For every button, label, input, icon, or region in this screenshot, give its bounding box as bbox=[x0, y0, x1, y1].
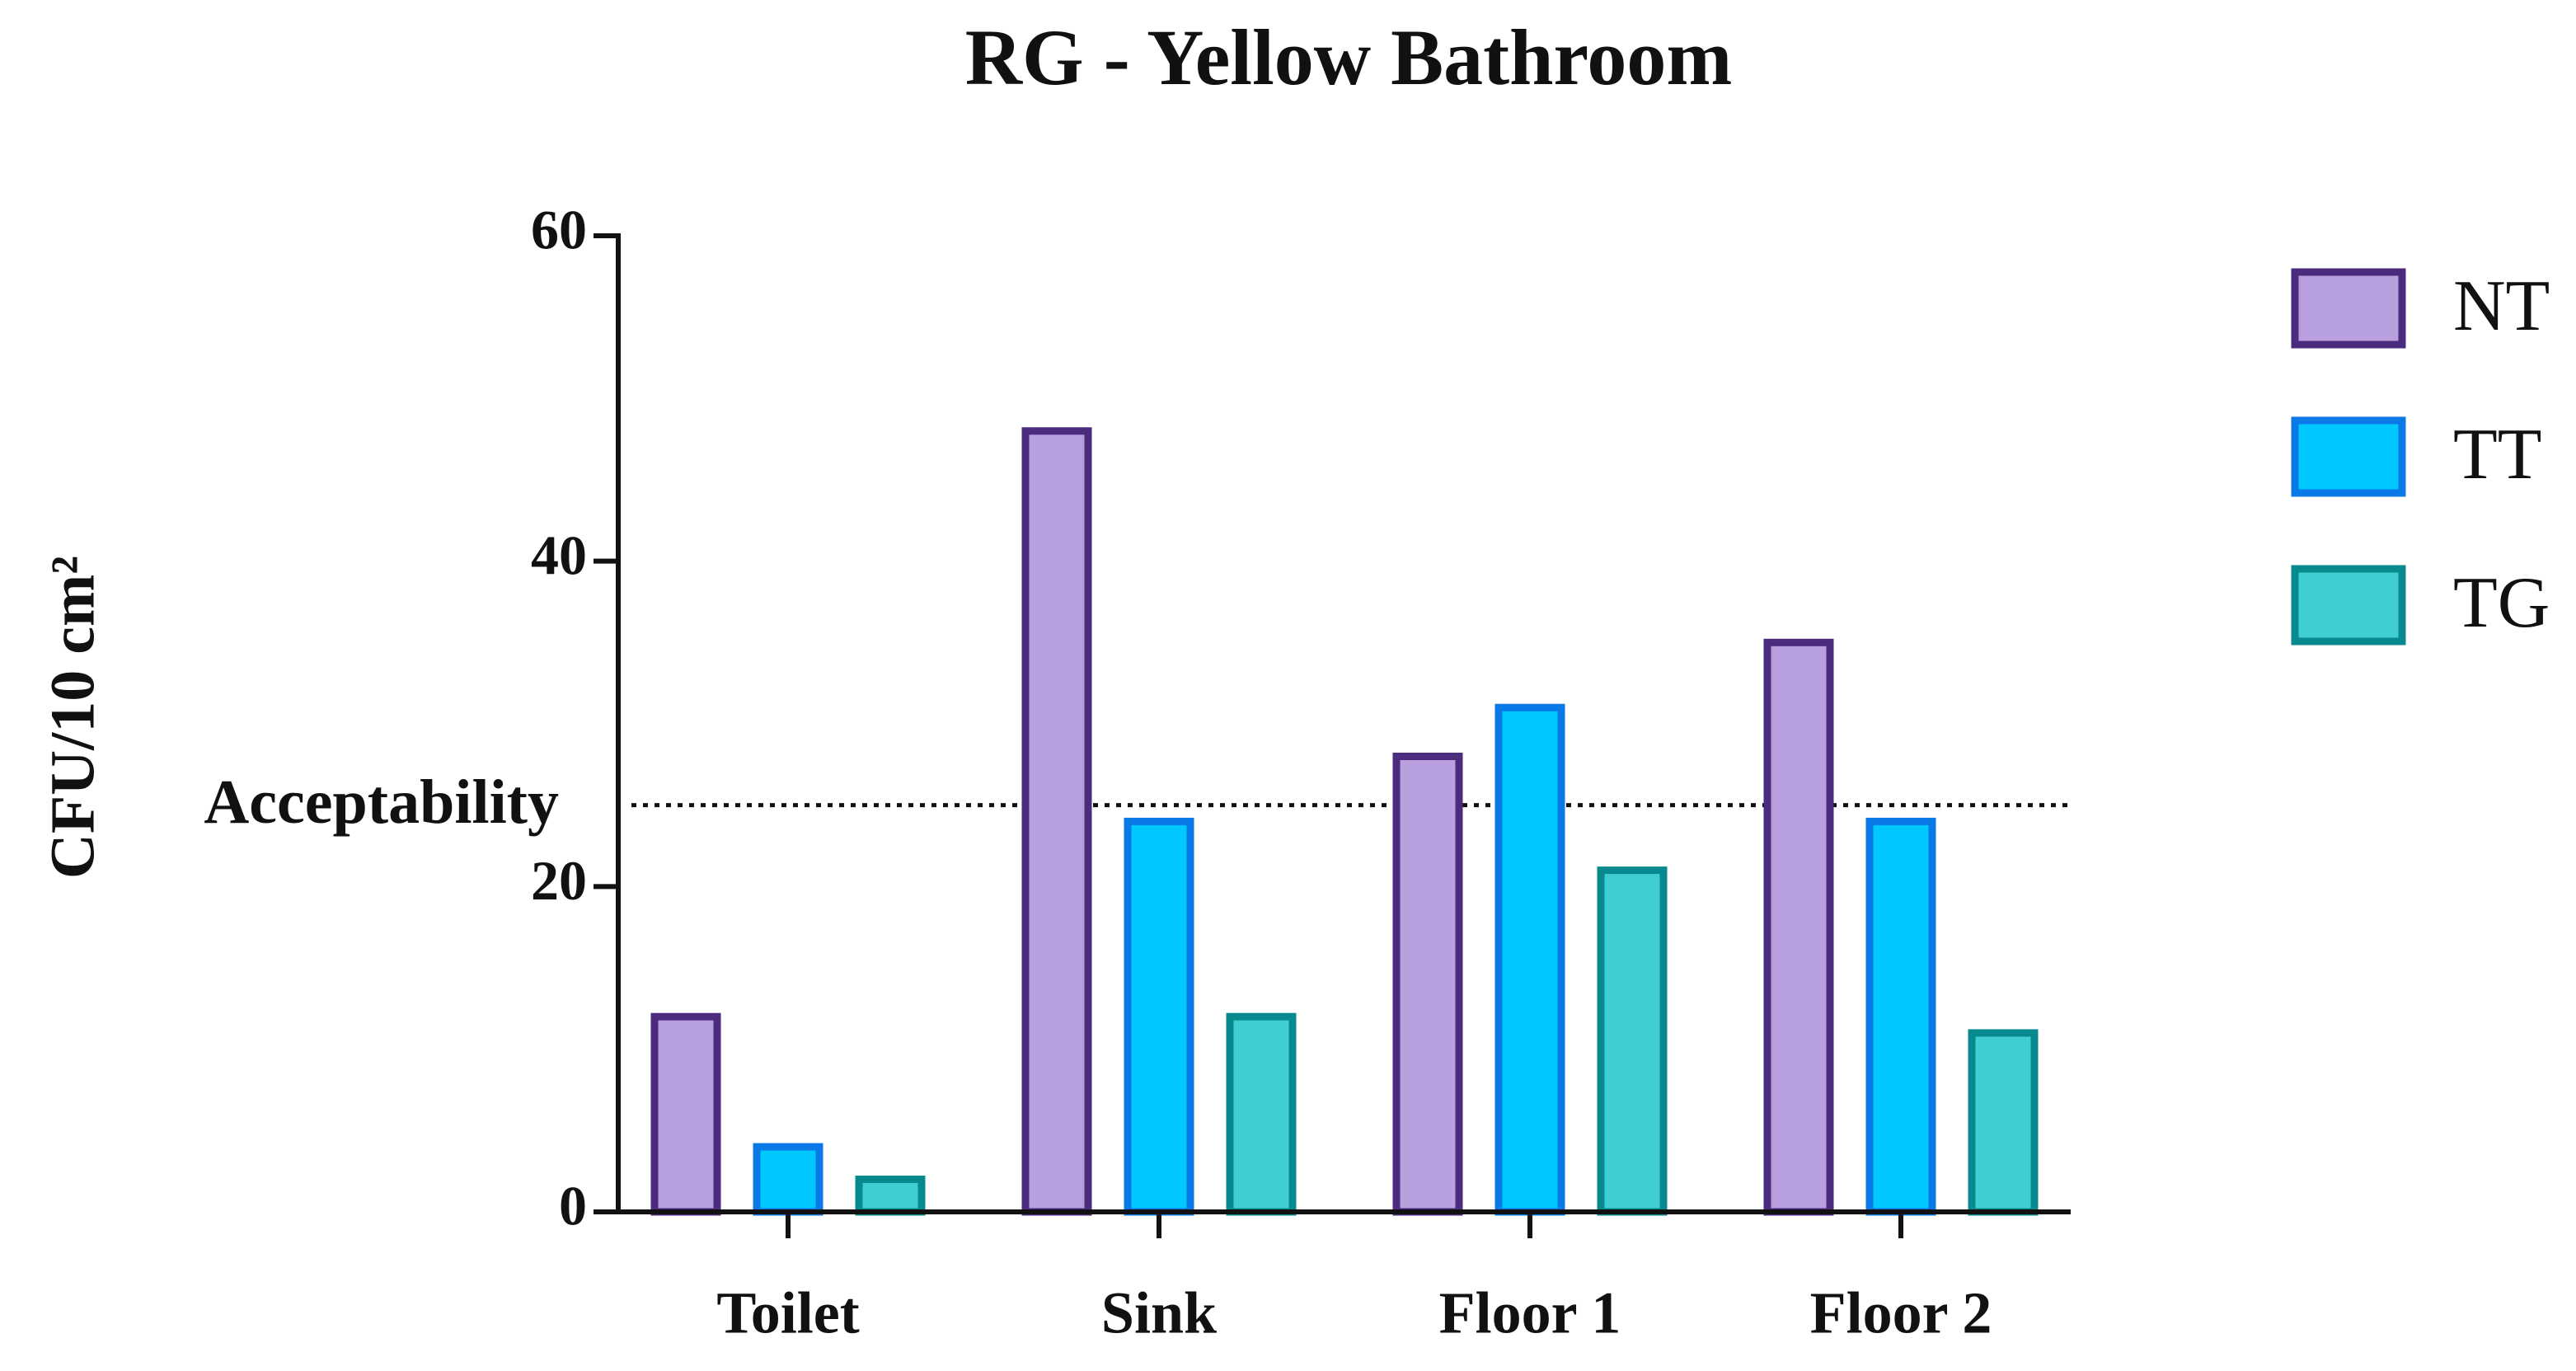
legend-label: NT bbox=[2453, 266, 2550, 346]
bar bbox=[1124, 817, 1194, 1216]
bar bbox=[1597, 866, 1668, 1216]
y-tick-label: 40 bbox=[531, 524, 587, 586]
legend-swatch bbox=[2291, 416, 2406, 497]
legend-swatch bbox=[2291, 268, 2406, 349]
legend-label: TT bbox=[2453, 415, 2542, 495]
x-tick-label: Toilet bbox=[716, 1280, 859, 1346]
x-tick-label: Sink bbox=[1101, 1280, 1217, 1346]
bar bbox=[650, 1012, 721, 1216]
bar bbox=[1392, 752, 1463, 1216]
bar bbox=[1763, 638, 1834, 1216]
bar bbox=[1226, 1012, 1297, 1216]
legend-label: TG bbox=[2453, 563, 2550, 643]
x-tick-label: Floor 1 bbox=[1439, 1280, 1621, 1346]
bar bbox=[1021, 427, 1092, 1216]
reference-label: Acceptability bbox=[204, 768, 559, 837]
bar bbox=[1968, 1029, 2039, 1216]
bar bbox=[855, 1176, 926, 1216]
y-tick-label: 60 bbox=[531, 199, 587, 261]
x-tick-label: Floor 2 bbox=[1810, 1280, 1992, 1346]
y-tick-label: 0 bbox=[559, 1175, 587, 1237]
bar bbox=[1494, 703, 1565, 1216]
legend-swatch bbox=[2291, 565, 2406, 646]
chart-title: RG - Yellow Bathroom bbox=[965, 13, 1733, 101]
bar bbox=[753, 1143, 823, 1216]
y-axis-label: CFU/10 cm² bbox=[38, 556, 107, 879]
y-tick-label: 20 bbox=[531, 849, 587, 912]
bar bbox=[1865, 817, 1936, 1216]
